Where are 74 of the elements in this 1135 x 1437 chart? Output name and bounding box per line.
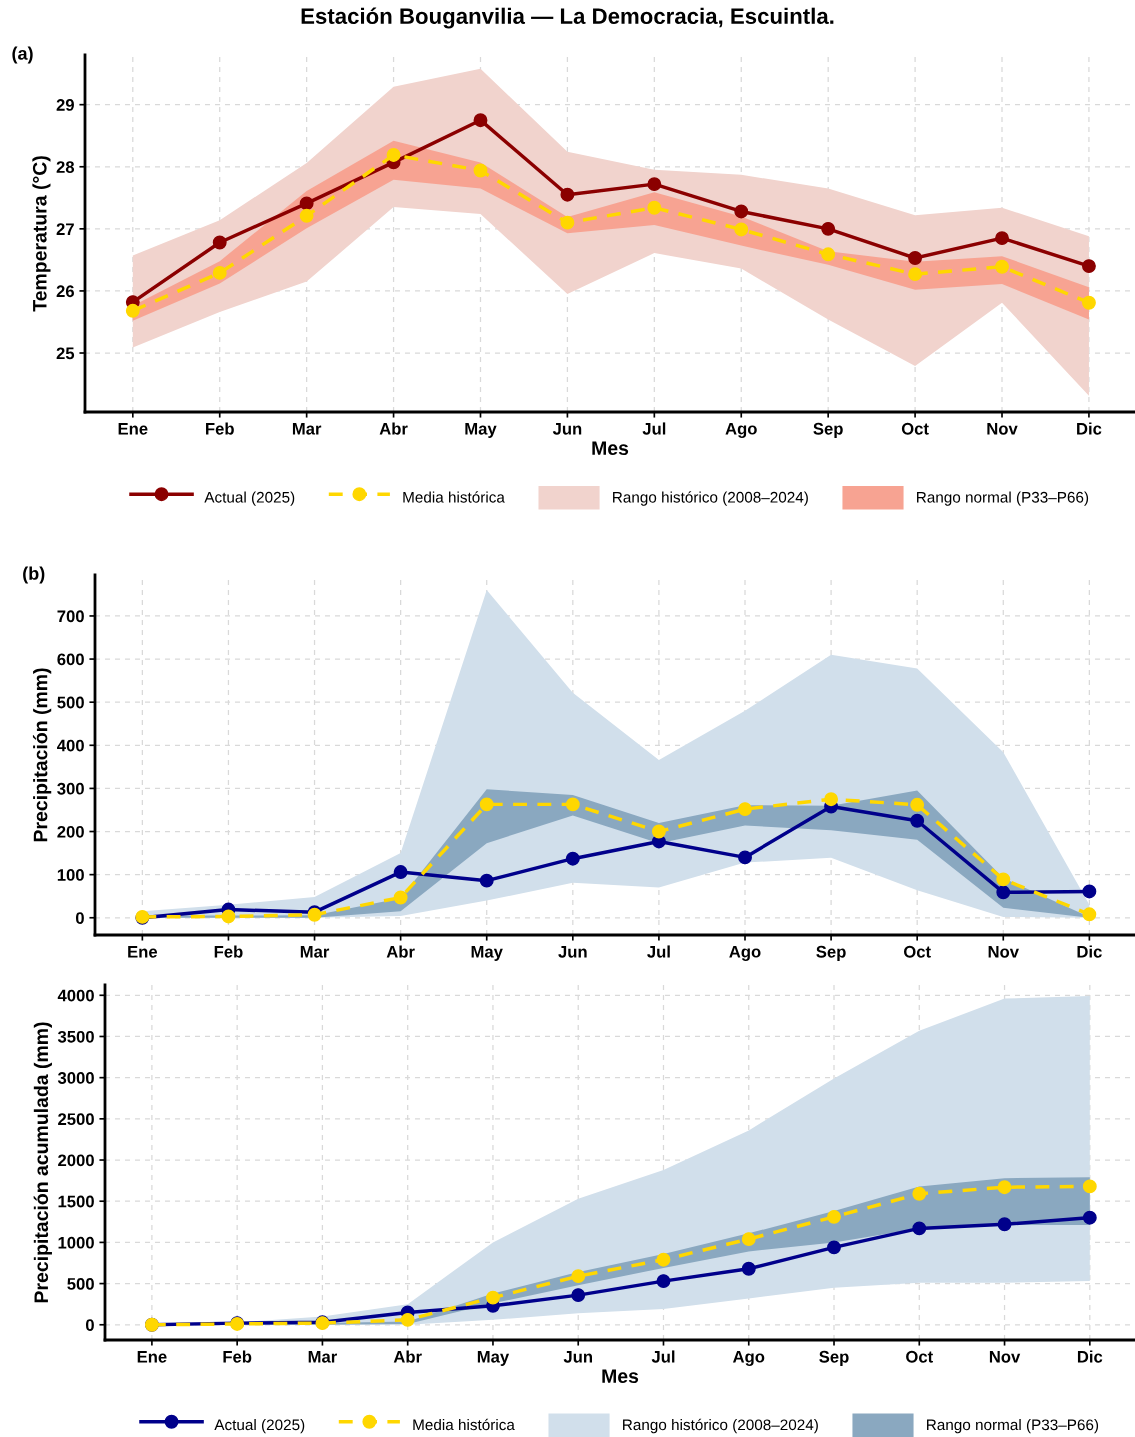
legend-label: Media histórica [413, 1418, 515, 1431]
y-tick-label: 29 [56, 99, 74, 111]
text: (a) [12, 46, 33, 64]
x-tick-label: Sep [819, 1350, 849, 1366]
x-tick-label: Ene [128, 946, 158, 958]
x-tick-label: Sep [816, 945, 846, 961]
x-tick-label: Jun [563, 1351, 592, 1363]
text: (b) [23, 566, 45, 584]
x-tick-label: Abr [379, 422, 408, 435]
y-tick-label: 2000 [58, 1154, 94, 1167]
x-tick-label: Nov [987, 423, 1018, 435]
legend-label: Rango normal (P33–P66) [927, 1418, 1099, 1434]
x-tick-label: Nov [988, 946, 1019, 958]
x-tick-label: Ago [729, 945, 761, 961]
y-tick-label: 3500 [57, 1030, 94, 1043]
y-tick-label: 500 [57, 696, 84, 709]
x-tick-label: Oct [906, 1350, 933, 1363]
y-tick-label: 500 [67, 1277, 94, 1290]
y-axis-title: Precipitación acumulada (mm) [33, 1022, 52, 1303]
y-tick-label: 0 [85, 1319, 94, 1331]
x-tick-label: Jul [642, 422, 666, 435]
x-tick-label: Dic [1077, 1350, 1103, 1363]
legend-label: Media histórica [403, 491, 505, 503]
x-tick-label: May [477, 1351, 510, 1366]
x-tick-label: May [471, 946, 503, 961]
x-tick-label: Abr [393, 1350, 422, 1363]
legend-label: Rango histórico (2008–2024) [623, 1418, 818, 1434]
y-tick-label: 1500 [58, 1195, 94, 1208]
x-tick-label: May [465, 423, 497, 438]
x-tick-label: Oct [903, 945, 931, 958]
y-axis-title: Precipitación (mm) [32, 668, 52, 842]
y-tick-label: 1000 [58, 1236, 94, 1249]
y-tick-label: 2500 [58, 1113, 94, 1126]
y-tick-label: 100 [57, 869, 84, 881]
y-tick-label: 0 [75, 912, 84, 924]
x-tick-label: Oct [901, 422, 929, 435]
legend-label: Rango histórico (2008–2024) [613, 491, 808, 506]
y-tick-label: 300 [57, 782, 84, 795]
x-tick-label: Ago [725, 422, 757, 438]
legend-label: Actual (2025) [214, 1418, 305, 1434]
x-tick-label: Abr [386, 945, 415, 958]
x-tick-label: Mar [300, 946, 330, 958]
x-tick-label: Feb [206, 422, 234, 435]
x-tick-label: Mar [308, 1351, 337, 1363]
y-tick-label: 4000 [57, 989, 94, 1002]
x-tick-label: Nov [989, 1351, 1021, 1363]
x-tick-label: Mar [292, 423, 322, 435]
x-tick-label: Feb [223, 1350, 252, 1363]
chart-title: Estación Bouganvilia — La Democracia, Escuintla. [301, 7, 834, 29]
y-tick-label: 3000 [57, 1072, 94, 1084]
y-tick-label: 700 [57, 610, 84, 623]
x-tick-label: Jul [651, 1350, 675, 1363]
x-tick-label: Ene [137, 1351, 167, 1363]
legend-label: Rango normal (P33–P66) [917, 491, 1089, 506]
y-tick-label: 26 [56, 285, 74, 298]
y-tick-label: 27 [56, 223, 74, 235]
x-tick-label: Jun [552, 423, 582, 435]
x-tick-label: Feb [214, 945, 243, 958]
y-tick-label: 600 [57, 653, 84, 666]
y-tick-label: 25 [56, 347, 75, 360]
y-axis-title: Temperatura (°C) [32, 156, 51, 312]
x-tick-label: Dic [1077, 945, 1102, 958]
x-tick-label: Jun [558, 946, 587, 958]
y-tick-label: 200 [57, 825, 84, 838]
x-tick-label: Jul [647, 945, 670, 958]
x-tick-label: Ene [118, 423, 148, 435]
x-axis-title: Mes [592, 441, 629, 456]
x-tick-label: Dic [1077, 422, 1102, 435]
y-tick-label: 400 [57, 739, 84, 752]
legend-label: Actual (2025) [204, 491, 295, 506]
x-tick-label: Sep [813, 422, 843, 438]
y-tick-label: 28 [56, 161, 75, 173]
x-tick-label: Ago [732, 1350, 765, 1366]
x-axis-title: Mes [602, 1369, 639, 1384]
